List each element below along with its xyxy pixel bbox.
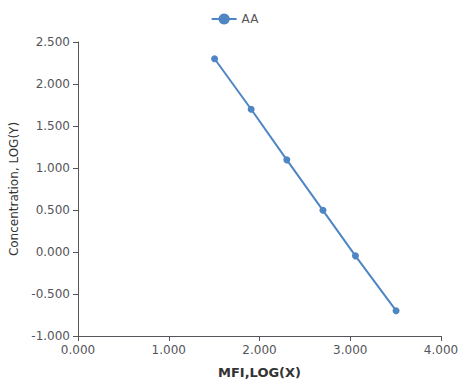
svg-text:AA: AA: [242, 12, 260, 26]
svg-text:4.000: 4.000: [424, 343, 458, 357]
svg-text:1.500: 1.500: [36, 119, 70, 133]
svg-text:1.000: 1.000: [152, 343, 186, 357]
svg-text:2.000: 2.000: [36, 77, 70, 91]
svg-text:MFI,LOG(X): MFI,LOG(X): [218, 365, 301, 380]
svg-text:2.500: 2.500: [36, 35, 70, 49]
svg-text:0.000: 0.000: [61, 343, 95, 357]
svg-text:2.000: 2.000: [242, 343, 276, 357]
svg-text:Concentration, LOG(Y): Concentration, LOG(Y): [7, 122, 21, 256]
svg-text:0.500: 0.500: [36, 203, 70, 217]
svg-text:1.000: 1.000: [36, 161, 70, 175]
svg-text:0.000: 0.000: [36, 245, 70, 259]
svg-text:-1.000: -1.000: [31, 329, 70, 343]
svg-text:-0.500: -0.500: [31, 287, 70, 301]
svg-text:3.000: 3.000: [333, 343, 367, 357]
